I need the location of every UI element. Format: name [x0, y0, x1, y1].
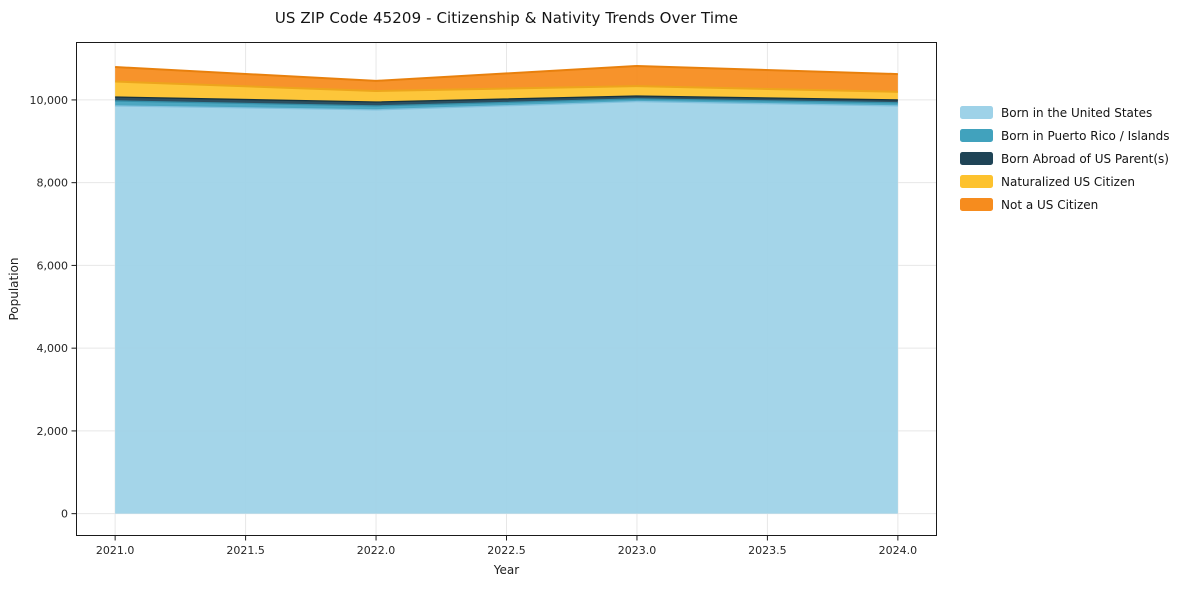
- legend-swatch: [960, 129, 993, 142]
- x-tick-label: 2022.0: [357, 544, 396, 557]
- legend-label: Born in Puerto Rico / Islands: [1001, 128, 1170, 143]
- chart-title: US ZIP Code 45209 - Citizenship & Nativi…: [274, 9, 739, 27]
- legend-item: Born in the United States: [960, 105, 1170, 120]
- y-tick-label: 8,000: [37, 177, 69, 190]
- x-tick-label: 2023.0: [618, 544, 657, 557]
- plot-frame: [76, 42, 937, 536]
- legend-label: Not a US Citizen: [1001, 197, 1099, 212]
- legend-item: Naturalized US Citizen: [960, 174, 1170, 189]
- legend-swatch: [960, 106, 993, 119]
- area-edge-4: [115, 64, 898, 82]
- legend-item: Born Abroad of US Parent(s): [960, 151, 1170, 166]
- x-axis-label: Year: [493, 563, 520, 577]
- legend-swatch: [960, 198, 993, 211]
- x-tick-label: 2023.5: [748, 544, 787, 557]
- legend-label: Naturalized US Citizen: [1001, 174, 1135, 189]
- area-edge-0: [115, 100, 898, 111]
- area-edge-2: [115, 95, 898, 103]
- legend-swatch: [960, 175, 993, 188]
- y-tick-label: 0: [61, 508, 68, 521]
- area-band-1: [115, 98, 898, 110]
- y-axis-label: Population: [7, 257, 21, 321]
- area-band-4: [115, 65, 898, 92]
- x-tick-label: 2024.0: [879, 544, 918, 557]
- legend-label: Born Abroad of US Parent(s): [1001, 151, 1169, 166]
- x-tick-label: 2022.5: [487, 544, 526, 557]
- legend-label: Born in the United States: [1001, 105, 1153, 120]
- y-tick-label: 2,000: [37, 425, 69, 438]
- legend-item: Not a US Citizen: [960, 197, 1170, 212]
- area-edge-1: [115, 98, 898, 107]
- x-tick-label: 2021.5: [226, 544, 265, 557]
- legend: Born in the United States Born in Puerto …: [960, 106, 1170, 221]
- y-tick-label: 6,000: [37, 259, 69, 272]
- y-tick-label: 10,000: [30, 94, 69, 107]
- legend-item: Born in Puerto Rico / Islands: [960, 128, 1170, 143]
- legend-swatch: [960, 152, 993, 165]
- area-band-0: [115, 101, 898, 514]
- area-band-2: [115, 95, 898, 106]
- area-edge-3: [115, 80, 898, 93]
- x-tick-label: 2021.0: [96, 544, 135, 557]
- y-tick-label: 4,000: [37, 342, 69, 355]
